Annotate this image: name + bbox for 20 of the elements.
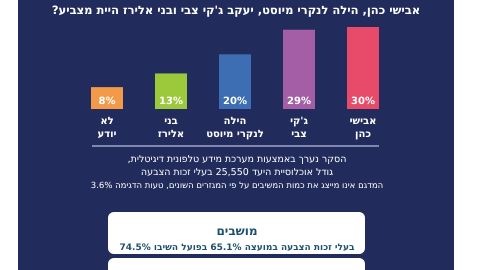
data-label: 13% (159, 96, 183, 107)
chart-title: אבישי כהן, הילה לנקרי מיוסט, יעקב ג'קי צבי ובני אלירז היית מצביע? (52, 3, 420, 17)
text: המדגם אינו מייצג את כמות המשיבים על פי המגזרים השונים, טעות הדגימה 3.6% (90, 181, 384, 191)
data-label: 29% (287, 96, 311, 107)
bar (155, 73, 187, 109)
data-label: 30% (351, 96, 375, 107)
bar (283, 30, 315, 109)
x-tick-label: הילה לנקרי מיוסט (206, 116, 264, 140)
text: מושבים (216, 224, 258, 238)
text: בעלי זכות הצבעה במועצה 65.1% בפועל השיבו 74.5% (120, 243, 355, 253)
text: הסקר נערך באמצעות מערכת מידע טלפונית דיגיטלית, (128, 154, 346, 165)
x-tick-label: בני אלירז (158, 116, 184, 140)
data-label: 8% (98, 96, 116, 107)
x-tick-label: לא יודע (98, 116, 117, 140)
bar (219, 54, 251, 109)
data-label: 20% (223, 96, 247, 107)
text: גודל אוכלוסיית היעד 25,550 בעלי זכות הצבעה (140, 167, 334, 178)
x-tick-label: ג'קי צבי (290, 116, 308, 140)
bar (347, 27, 379, 109)
x-tick-label: אבישי כהן (350, 116, 376, 140)
